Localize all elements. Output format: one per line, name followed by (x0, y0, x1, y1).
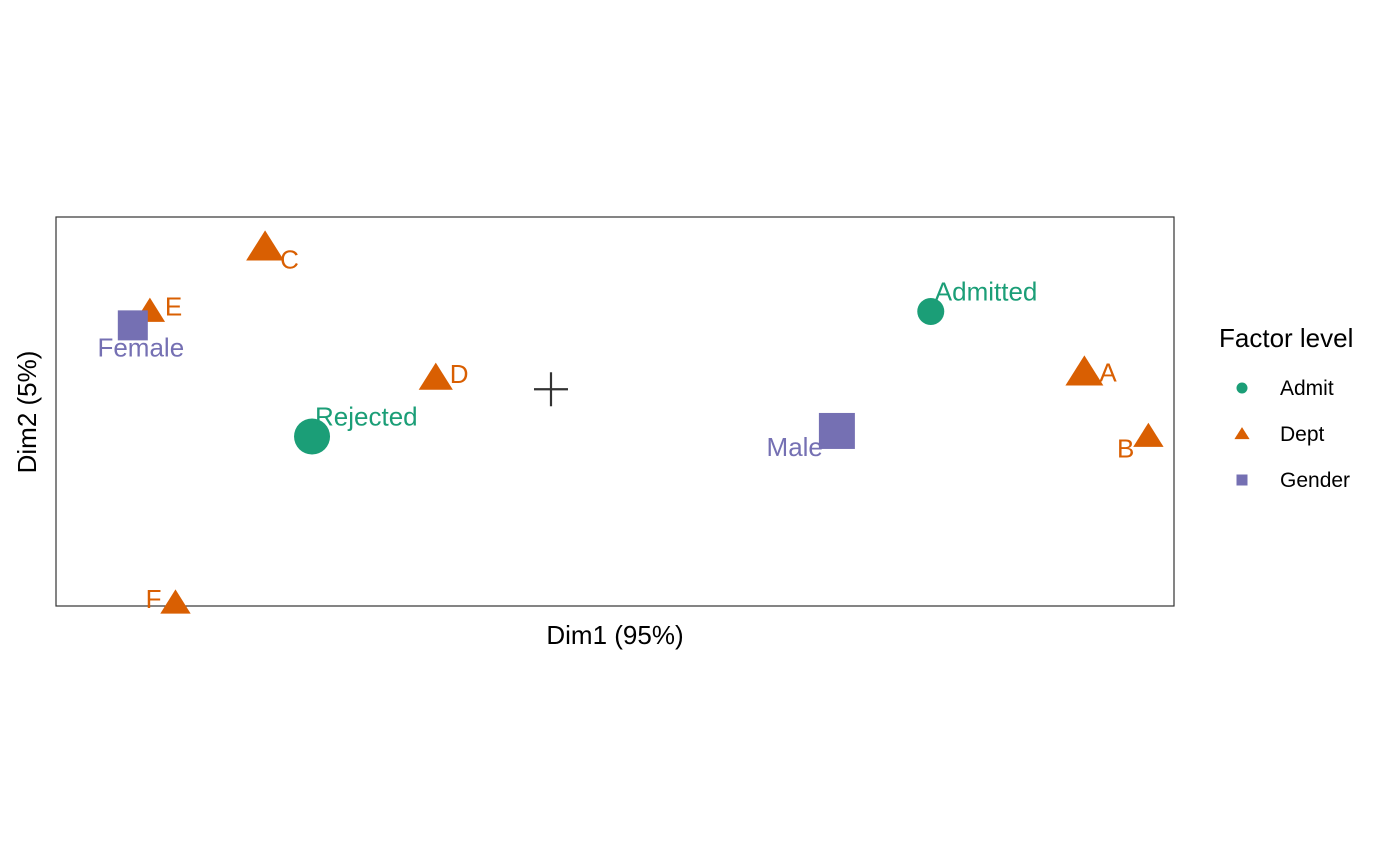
legend-label-gender: Gender (1280, 469, 1350, 492)
data-marks (117, 230, 1164, 614)
legend-key-gender (1236, 474, 1248, 486)
point-female (117, 310, 148, 341)
legend: Factor level Admit Dept Gender (1219, 323, 1353, 492)
point-male (818, 412, 855, 449)
point-f (160, 589, 191, 614)
y-axis-title: Dim2 (5%) (12, 351, 42, 474)
label-male: Male (767, 432, 823, 462)
point-admitted (917, 297, 945, 325)
label-c: C (280, 245, 299, 275)
label-d: D (450, 359, 469, 389)
legend-key-admit (1236, 382, 1248, 394)
label-admitted: Admitted (935, 276, 1038, 306)
label-b: B (1117, 434, 1134, 464)
point-rejected (294, 418, 331, 455)
x-axis-title: Dim1 (95%) (546, 620, 683, 650)
origin-cross (533, 372, 568, 407)
legend-title: Factor level (1219, 323, 1353, 353)
point-c (246, 230, 285, 261)
label-female: Female (97, 332, 184, 362)
label-a: A (1099, 358, 1117, 388)
label-f: F (146, 584, 162, 614)
point-b (1133, 422, 1164, 447)
legend-label-dept: Dept (1280, 423, 1325, 446)
label-e: E (165, 291, 182, 321)
plot-panel (55, 216, 1175, 607)
legend-items: Admit Dept Gender (1234, 377, 1350, 492)
point-labels: Admitted Rejected A B C D E F Female Male (97, 245, 1134, 615)
point-a (1065, 355, 1104, 386)
point-d (418, 362, 453, 390)
legend-label-admit: Admit (1280, 377, 1334, 400)
legend-key-dept (1234, 427, 1250, 440)
label-rejected: Rejected (315, 402, 418, 432)
